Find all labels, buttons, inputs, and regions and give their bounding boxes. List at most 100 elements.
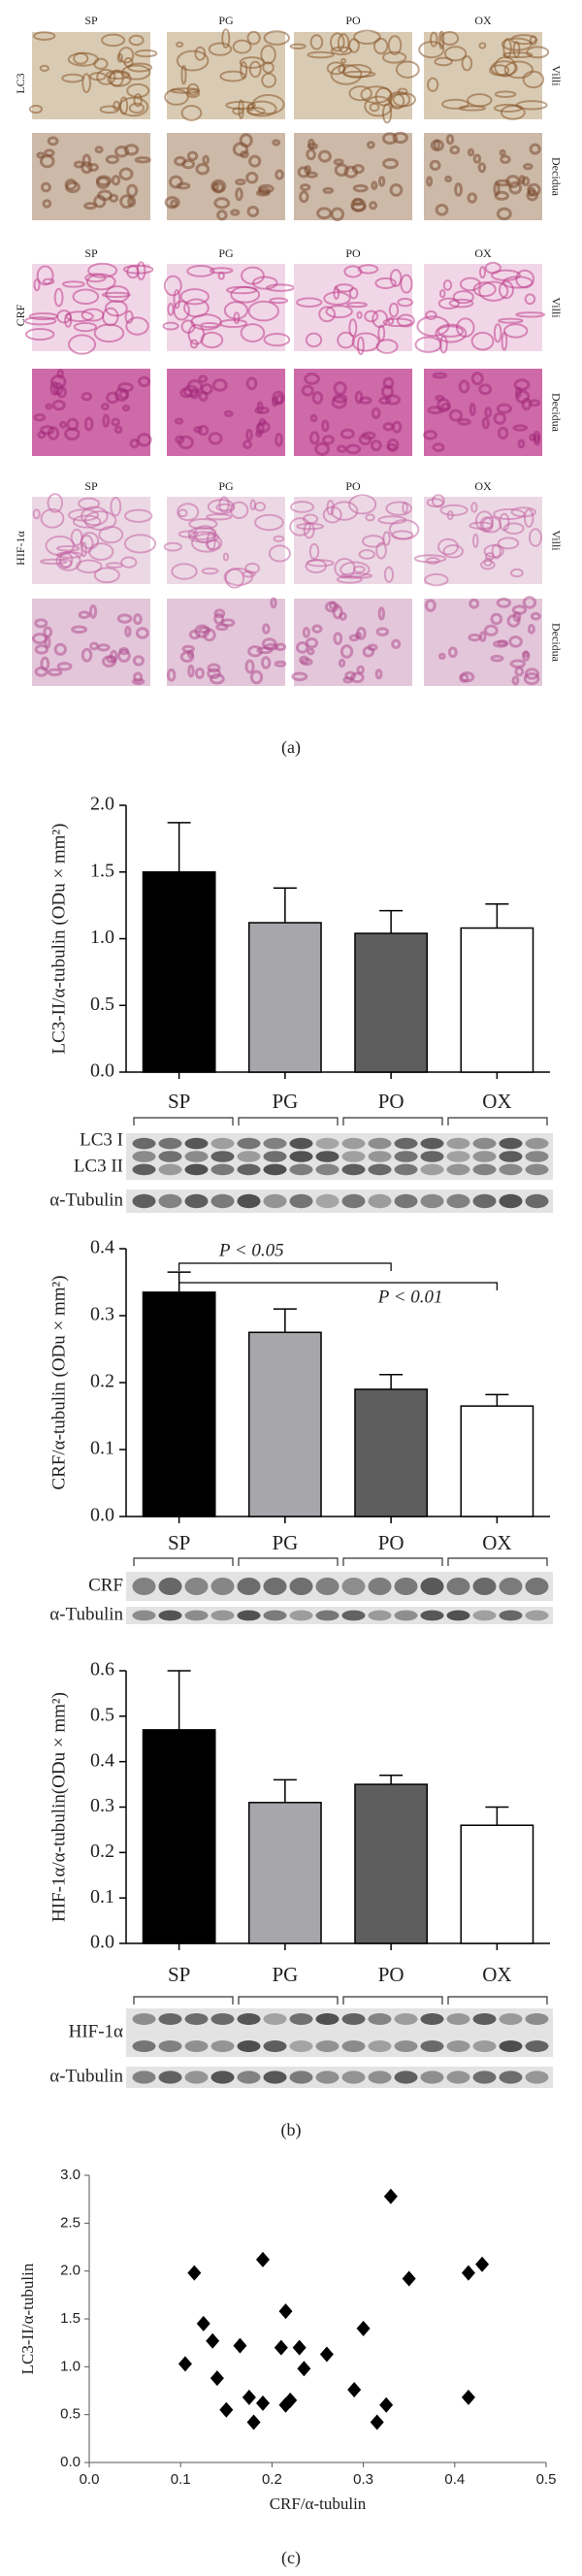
blot-band (446, 1610, 470, 1621)
tissue-texture (124, 625, 132, 637)
tissue-texture (178, 508, 188, 518)
tissue-texture (340, 644, 354, 659)
tissue-texture (448, 408, 464, 422)
tissue-texture (163, 275, 182, 297)
tissue-texture (527, 182, 541, 197)
tissue-texture (513, 378, 531, 391)
tissue-texture (375, 339, 399, 354)
tissue-texture (400, 274, 413, 294)
bar (460, 1405, 534, 1517)
tissue-texture (497, 639, 508, 647)
tissue-texture (432, 442, 445, 452)
tissue-texture (291, 671, 308, 682)
tissue-texture (171, 563, 198, 580)
lane-group-bracket (133, 1996, 234, 2005)
blot-band (368, 1610, 392, 1621)
tissue-texture (105, 70, 131, 81)
tissue-texture (442, 279, 453, 291)
tissue-texture (469, 598, 480, 609)
tissue-texture (366, 141, 375, 149)
blot-band (341, 1163, 366, 1176)
tissue-texture (339, 611, 347, 621)
tissue-texture (385, 501, 413, 516)
tissue-texture (515, 311, 546, 318)
tissue-texture (356, 336, 365, 356)
tissue-texture (457, 417, 471, 426)
tissue-texture (47, 426, 60, 440)
blot-band (158, 1163, 182, 1176)
tissue-texture (73, 51, 89, 65)
tissue-texture (36, 151, 46, 159)
blot-band (525, 1163, 549, 1176)
blot-band (446, 2071, 470, 2084)
blot-band (394, 1578, 418, 1595)
tissue-texture (133, 613, 143, 626)
tissue-texture (336, 575, 363, 584)
tissue-texture (472, 533, 479, 548)
blot-band (184, 2040, 209, 2052)
annotation: P < 0.05 (218, 1240, 284, 1260)
blot-label: LC3 I (80, 1129, 123, 1150)
tissue-texture (123, 508, 153, 523)
y-tick-label: 0.2 (90, 1841, 114, 1862)
lane-group-bracket (342, 1557, 443, 1566)
tissue-texture (375, 627, 390, 636)
tissue-texture (477, 162, 487, 174)
tissue-texture (528, 528, 542, 547)
tissue-texture (194, 667, 205, 680)
tissue-texture (371, 180, 378, 190)
tissue-texture (354, 390, 364, 405)
tissue-texture (509, 568, 524, 578)
x-tick-label: PO (378, 1090, 404, 1113)
tissue-texture (325, 305, 353, 319)
tissue-texture (439, 288, 446, 299)
tissue-texture (459, 277, 481, 292)
bar (460, 927, 534, 1073)
tissue-texture (324, 601, 340, 613)
blot-band (472, 1151, 497, 1162)
tissue-texture (186, 150, 199, 162)
tissue-texture (391, 420, 403, 434)
blot-band (237, 2013, 261, 2025)
blot-band (315, 1151, 340, 1162)
tissue-texture (345, 443, 362, 455)
tissue-texture (502, 522, 525, 535)
tissue-texture (209, 673, 225, 685)
tissue-texture (39, 64, 50, 72)
tissue-texture (125, 316, 149, 336)
lane-group-bracket (238, 1117, 339, 1125)
y-tick-label: 0.1 (90, 1886, 114, 1908)
tissue-texture (134, 156, 151, 164)
tissue-texture (356, 626, 367, 640)
blot-band (158, 1610, 182, 1621)
tissue-texture (247, 644, 263, 658)
tissue-texture (494, 90, 517, 98)
tissue-texture (361, 431, 376, 440)
tissue-texture (177, 503, 200, 522)
blot-band (394, 1193, 418, 1209)
tissue-texture (289, 43, 307, 49)
tissue-texture (472, 153, 482, 164)
tissue-texture (269, 297, 289, 305)
tissue-texture (470, 372, 484, 386)
tissue-texture (104, 300, 128, 317)
tissue-texture (127, 195, 137, 208)
marker-label: LC3 (14, 73, 27, 93)
y-tick-label: 0.6 (90, 1659, 114, 1680)
tissue-texture (388, 519, 420, 540)
x-tick-label: 0.1 (171, 2471, 191, 2488)
tissue-texture (467, 147, 475, 157)
tissue-texture (271, 396, 278, 408)
tissue-texture (521, 397, 533, 411)
x-tick-label: 0.2 (262, 2471, 282, 2488)
tissue-texture (350, 198, 367, 212)
blot-band (394, 1151, 418, 1162)
tissue-texture (481, 516, 502, 534)
tissue-texture (183, 298, 210, 318)
blot-band (132, 2013, 156, 2025)
point (283, 2392, 298, 2408)
y-axis-label: LC3-II/α-tubulin (18, 2263, 37, 2374)
tissue-texture (489, 64, 510, 77)
tissue-texture (198, 375, 209, 383)
tissue-texture (523, 671, 540, 686)
